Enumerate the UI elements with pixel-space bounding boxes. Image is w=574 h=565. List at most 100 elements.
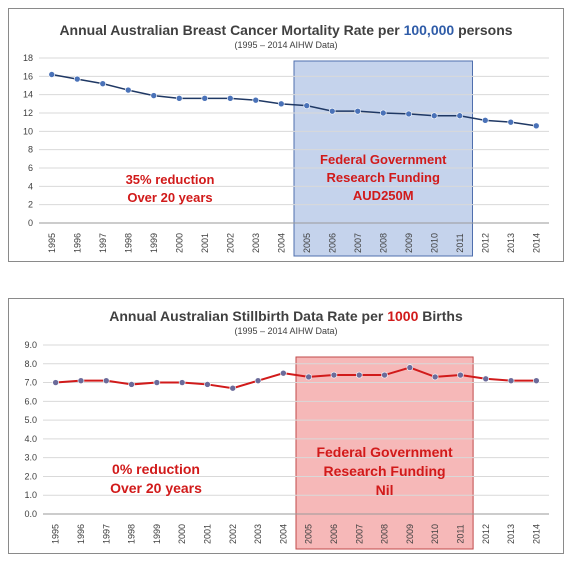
x-tick-label: 1999 [152,524,162,544]
x-tick-label: 2000 [174,233,184,253]
data-point [52,379,59,386]
x-tick-label: 2010 [430,524,440,544]
y-tick-label: 16 [23,71,33,81]
chart-title: Annual Australian Breast Cancer Mortalit… [9,22,563,38]
x-tick-label: 2014 [531,524,541,544]
funding-annotation: Research Funding [323,463,445,479]
data-point [305,373,312,381]
data-point [482,375,490,383]
x-tick-label: 2006 [327,233,337,253]
data-point [354,107,362,115]
data-point [99,80,107,87]
y-tick-label: 0.0 [24,509,37,519]
x-tick-label: 2011 [455,524,465,543]
x-tick-label: 2007 [353,233,363,253]
stillbirth-line-chart: 0.0 1.0 2.0 3.0 4.0 5.0 6.0 7.0 8.0 9.0 1995 1996 19… [24,340,549,550]
x-tick-label: 1999 [149,233,159,253]
y-tick-label: 6 [28,163,33,173]
data-point [457,371,464,379]
funding-annotation: Federal Government [316,444,452,460]
data-point [355,371,363,379]
chart-subtitle: (1995 – 2014 AIHW Data) [234,326,338,336]
data-point [430,112,438,120]
data-point [128,381,135,388]
x-tick-label: 2005 [304,524,314,544]
data-point [153,379,161,386]
funding-annotation: Research Funding [327,170,440,185]
data-point [481,117,489,124]
data-point [254,377,262,384]
y-tick-label: 6.0 [24,396,37,406]
x-tick-label: 2004 [276,233,286,253]
y-tick-label: 4 [28,181,33,191]
data-point [48,71,56,78]
x-tick-label: 2010 [429,233,439,253]
x-tick-label: 2009 [404,233,414,253]
data-point [73,75,81,83]
data-point [150,92,158,99]
series-line [51,73,537,127]
y-tick-label: 7.0 [24,378,37,388]
x-tick-label: 2003 [251,233,261,253]
x-tick-label: 1998 [123,233,133,253]
breast-cancer-chart-panel: Annual Australian Breast Cancer Mortalit… [8,8,564,262]
data-point [178,379,186,386]
reduction-annotation: 35% reduction [126,172,215,187]
data-point [252,96,260,104]
x-tick-label: 1996 [76,524,86,544]
y-tick-label: 8 [28,145,33,155]
y-tick-label: 5.0 [24,415,37,425]
data-point [379,109,387,117]
funding-annotation: Nil [376,482,394,498]
x-tick-label: 2003 [253,524,263,544]
data-point [204,381,211,388]
chart-title-highlight: 1000 [387,308,419,324]
x-tick-label: 2005 [302,233,312,253]
funding-annotation: AUD250M [353,188,414,203]
x-tick-label: 2001 [200,233,210,253]
chart-title-suffix: Births [418,308,463,324]
x-tick-label: 2012 [480,233,490,253]
reduction-annotation: Over 20 years [127,190,212,205]
data-point [330,371,338,379]
y-tick-label: 10 [23,126,33,136]
x-tick-label: 2013 [506,233,516,253]
x-tick-label: 2002 [228,524,238,544]
x-tick-label: 1996 [72,233,82,253]
chart-title: Annual Australian Stillbirth Data Rate p… [9,308,563,324]
reduction-annotation: Over 20 years [110,480,202,496]
reduction-annotation: 0% reduction [112,461,200,477]
data-point [77,377,85,384]
data-point [431,373,439,381]
y-tick-label: 1.0 [24,490,37,500]
x-tick-label: 1997 [101,524,111,544]
x-tick-label: 2000 [177,524,187,544]
data-point [406,364,414,371]
chart-title-text: Annual Australian Stillbirth Data Rate p… [109,308,388,324]
data-point [532,122,540,130]
x-tick-label: 2012 [481,524,491,544]
y-tick-label: 2 [28,200,33,210]
data-point [280,369,287,377]
data-point [124,86,132,94]
y-tick-label: 9.0 [24,340,37,350]
y-tick-label: 3.0 [24,453,37,463]
breast-cancer-line-chart: 0 2 4 6 8 10 12 14 16 18 1995 1996 1997 1998 1999 2000 2… [23,53,549,257]
data-point [277,100,285,108]
y-tick-label: 0 [28,218,33,228]
y-tick-label: 2.0 [24,471,37,481]
funding-annotation: Federal Government [320,152,447,167]
x-tick-label: 1995 [47,233,57,253]
data-point [456,112,464,120]
y-tick-label: 12 [23,108,33,118]
chart-title-suffix: persons [454,22,513,38]
data-point [229,384,237,392]
x-tick-label: 2006 [329,524,339,544]
data-point [328,107,336,115]
data-point [102,377,110,384]
chart-title-text: Annual Australian Breast Cancer Mortalit… [59,22,404,38]
x-tick-label: 2001 [202,524,212,544]
data-point [303,102,311,109]
y-tick-label: 14 [23,90,33,100]
x-tick-label: 2009 [405,524,415,544]
